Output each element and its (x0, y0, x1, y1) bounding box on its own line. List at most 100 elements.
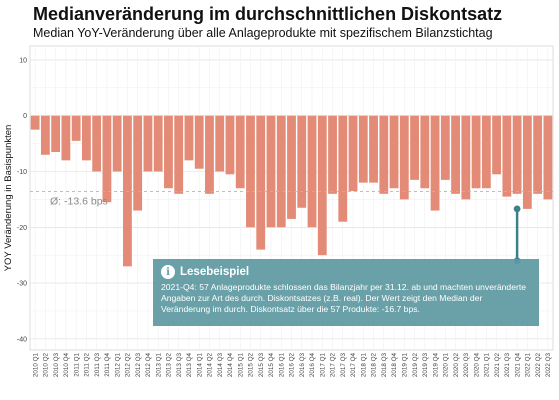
x-tick-label: 2012 Q1 (114, 353, 121, 378)
x-tick-label: 2020 Q2 (453, 353, 460, 378)
x-tick-label: 2014 Q3 (217, 353, 224, 378)
y-tick-label: -30 (17, 281, 27, 288)
x-tick-label: 2015 Q1 (237, 353, 244, 378)
bar (194, 115, 204, 169)
highlight-point (513, 205, 521, 213)
bar (533, 115, 543, 194)
x-tick-label: 2018 Q3 (381, 353, 388, 378)
bar (522, 115, 532, 209)
x-tick-label: 2016 Q1 (278, 353, 285, 378)
y-axis-title: YOY Veränderung in Basispunkten (3, 125, 14, 272)
bar (71, 115, 81, 141)
x-tick-label: 2017 Q2 (330, 353, 337, 378)
x-tick-label: 2013 Q1 (155, 353, 162, 378)
bar (307, 115, 317, 228)
x-tick-label: 2011 Q4 (104, 353, 111, 377)
x-tick-label: 2016 Q2 (289, 353, 296, 378)
bar (317, 115, 327, 256)
bar (92, 115, 102, 172)
average-line-group: Ø: -13.6 bps (30, 191, 553, 208)
x-tick-label: 2018 Q2 (371, 353, 378, 378)
y-tick-label: -20 (17, 225, 27, 232)
bar (338, 115, 348, 222)
bar (256, 115, 266, 250)
info-icon: i (161, 265, 175, 279)
y-tick-label: 0 (23, 113, 27, 120)
x-tick-label: 2011 Q1 (73, 353, 80, 377)
bar (51, 115, 61, 152)
bar (451, 115, 460, 194)
bar (174, 115, 184, 194)
bar (348, 115, 358, 192)
x-tick-label: 2021 Q2 (494, 353, 501, 378)
bar (184, 115, 194, 161)
bar (297, 115, 307, 208)
bar (30, 115, 40, 130)
bar (215, 115, 225, 172)
average-label: Ø: -13.6 bps (50, 196, 108, 208)
bar (61, 115, 71, 161)
x-tick-label: 2015 Q4 (268, 353, 275, 378)
bar (112, 115, 122, 172)
bar (266, 115, 276, 228)
x-tick-label: 2016 Q3 (299, 353, 306, 378)
bar (399, 115, 409, 200)
x-tick-label: 2020 Q4 (473, 353, 480, 378)
x-tick-label: 2022 Q1 (525, 353, 532, 378)
x-tick-label: 2017 Q4 (350, 353, 357, 378)
bar (328, 115, 337, 194)
bar (389, 115, 399, 189)
bar (287, 115, 296, 219)
axes: 10 0 -10 -20 -30 -40 2010 Q1 2010 Q2 2010 Q3 2010… (3, 57, 552, 377)
x-tick-label: 2017 Q1 (319, 353, 326, 378)
x-tick-label: 2022 Q3 (545, 353, 552, 378)
bar (512, 115, 522, 194)
bar (420, 115, 430, 189)
bar (235, 115, 245, 189)
bar (410, 115, 419, 180)
bar (379, 115, 389, 194)
y-tick-label: -40 (17, 336, 27, 343)
chart-subtitle: Median YoY-Veränderung über alle Anlagep… (33, 26, 493, 40)
x-tick-label: 2019 Q2 (412, 353, 419, 378)
x-tick-label: 2013 Q4 (186, 353, 193, 378)
bar (502, 115, 512, 197)
y-tick-label: 10 (19, 57, 27, 64)
bar (102, 115, 112, 203)
x-tick-label: 2020 Q1 (443, 353, 450, 378)
bar (358, 115, 368, 183)
x-tick-label: 2013 Q2 (166, 353, 173, 378)
bar (123, 115, 132, 267)
x-tick-label: 2010 Q4 (63, 353, 70, 378)
x-tick-label: 2021 Q1 (484, 353, 491, 378)
callout-text: 2021-Q4: 57 Anlageprodukte schlossen das… (161, 282, 527, 314)
callout-title: Lesebeispiel (180, 266, 250, 278)
x-tick-label: 2014 Q1 (196, 353, 203, 378)
x-tick-label: 2017 Q3 (340, 353, 347, 378)
bar (481, 115, 491, 189)
bar (143, 115, 153, 172)
bar (492, 115, 502, 175)
x-tick-label: 2018 Q4 (391, 353, 398, 378)
x-tick-label: 2010 Q3 (53, 353, 60, 378)
x-tick-label: 2010 Q1 (32, 353, 39, 378)
bar (543, 115, 553, 200)
bars (30, 115, 553, 267)
x-tick-label: 2019 Q4 (432, 353, 439, 378)
bar (81, 115, 91, 161)
x-tick-label: 2015 Q3 (258, 353, 265, 378)
x-tick-label: 2019 Q3 (422, 353, 429, 378)
bar (430, 115, 440, 211)
x-tick-label: 2020 Q3 (463, 353, 470, 378)
callout-header: i Lesebeispiel (161, 265, 531, 279)
x-tick-label: 2012 Q2 (125, 353, 132, 378)
bar (276, 115, 286, 228)
bar (164, 115, 173, 189)
bar (369, 115, 378, 183)
bar (133, 115, 143, 211)
x-tick-label: 2021 Q4 (514, 353, 521, 378)
x-tick-label: 2012 Q3 (135, 353, 142, 378)
bar (440, 115, 450, 180)
x-tick-label: 2011 Q3 (94, 353, 101, 377)
x-tick-label: 2011 Q2 (84, 353, 91, 377)
